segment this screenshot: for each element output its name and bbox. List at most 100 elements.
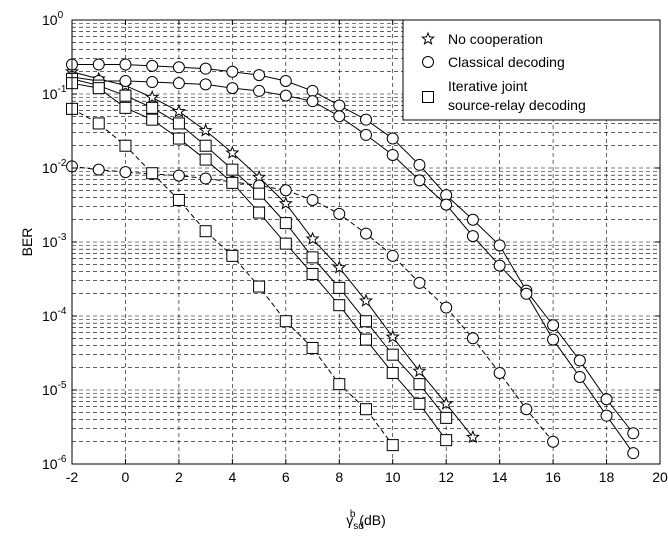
star-marker [305,231,320,245]
circle-marker [493,259,506,272]
x-axis-label-unit: (dB) [355,512,385,528]
star-marker [412,363,427,378]
star-marker [358,293,374,307]
circle-marker [92,58,105,71]
x-tick-label: 20 [652,469,668,485]
series-2 [66,58,640,440]
x-axis-label: γsdb (dB) [346,509,385,532]
x-tick-label: 6 [282,469,290,485]
series-3 [66,70,640,460]
x-tick-label: 4 [228,469,236,485]
circle-marker [422,56,434,68]
circle-marker [440,198,453,211]
square-marker [119,139,132,152]
x-axis-label-sup: b [350,509,356,520]
star-marker [420,31,436,45]
x-tick-label: 8 [335,469,343,485]
x-tick-label: 0 [122,469,130,485]
x-tick-label: -2 [66,469,79,485]
x-tick-label: 16 [545,469,561,485]
x-axis-label-main: γ [346,512,353,528]
circle-marker [386,249,399,262]
square-marker [440,434,453,447]
series-layer [64,58,640,460]
circle-marker [253,69,266,82]
circle-marker [520,287,533,300]
legend-label: No cooperation [448,31,543,47]
circle-marker [199,62,212,75]
square-marker [413,378,426,391]
circle-marker [547,435,560,448]
circle-marker [413,174,426,187]
star-marker [145,90,160,104]
circle-marker [199,78,212,91]
circle-marker [226,65,239,78]
circle-marker [119,74,132,87]
square-marker [199,139,212,152]
square-marker [279,217,292,230]
square-marker [146,167,159,180]
circle-marker [119,166,132,179]
star-marker [332,260,347,274]
circle-marker [172,169,185,182]
circle-marker [627,447,640,460]
circle-marker [547,319,560,332]
circle-marker [172,61,185,74]
circle-marker [440,301,453,314]
square-marker [92,82,105,95]
star-marker [439,396,454,410]
star-marker [465,429,480,444]
y-tick-label: 10-2 [42,158,67,176]
circle-marker [226,82,239,95]
circle-marker [413,158,426,171]
circle-marker [360,128,372,141]
square-marker [172,193,185,206]
circle-marker [333,110,346,123]
circle-marker [279,184,292,197]
circle-marker [547,333,560,346]
circle-marker [360,227,372,240]
circle-marker [333,207,346,220]
square-marker [253,206,266,219]
square-marker [92,117,105,130]
circle-marker [306,84,319,97]
circle-marker [146,76,159,89]
x-tick-label: 12 [438,469,454,485]
square-marker [226,176,239,189]
circle-marker [306,95,319,108]
square-marker [253,280,266,293]
square-marker [360,315,372,328]
square-marker [360,403,372,416]
square-marker [119,101,132,114]
square-marker [333,299,346,312]
circle-marker [119,58,132,71]
x-tick-label: 14 [492,469,508,485]
circle-marker [333,99,346,112]
circle-marker [520,403,533,416]
circle-marker [386,132,399,145]
square-marker [333,378,346,391]
star-marker [225,145,240,159]
circle-marker [172,77,185,90]
y-tick-label: 10-4 [42,306,67,324]
square-marker [386,439,399,452]
series-6 [66,77,453,447]
star-marker [278,196,293,210]
circle-marker [413,276,426,289]
series-7 [66,102,399,452]
y-tick-label: 10-6 [42,454,67,472]
series-line [71,76,634,454]
legend-label: source-relay decoding [448,97,586,113]
square-marker [119,89,132,102]
series-line [71,71,474,438]
star-marker [171,104,186,118]
y-tick-label: 10-3 [42,232,67,250]
square-marker [306,341,319,354]
circle-marker [466,213,479,226]
square-marker [146,113,159,126]
x-tick-label: 18 [599,469,615,485]
square-marker [306,267,319,280]
square-marker [172,132,185,145]
y-axis-label: BER [19,228,35,257]
series-line [72,64,634,434]
